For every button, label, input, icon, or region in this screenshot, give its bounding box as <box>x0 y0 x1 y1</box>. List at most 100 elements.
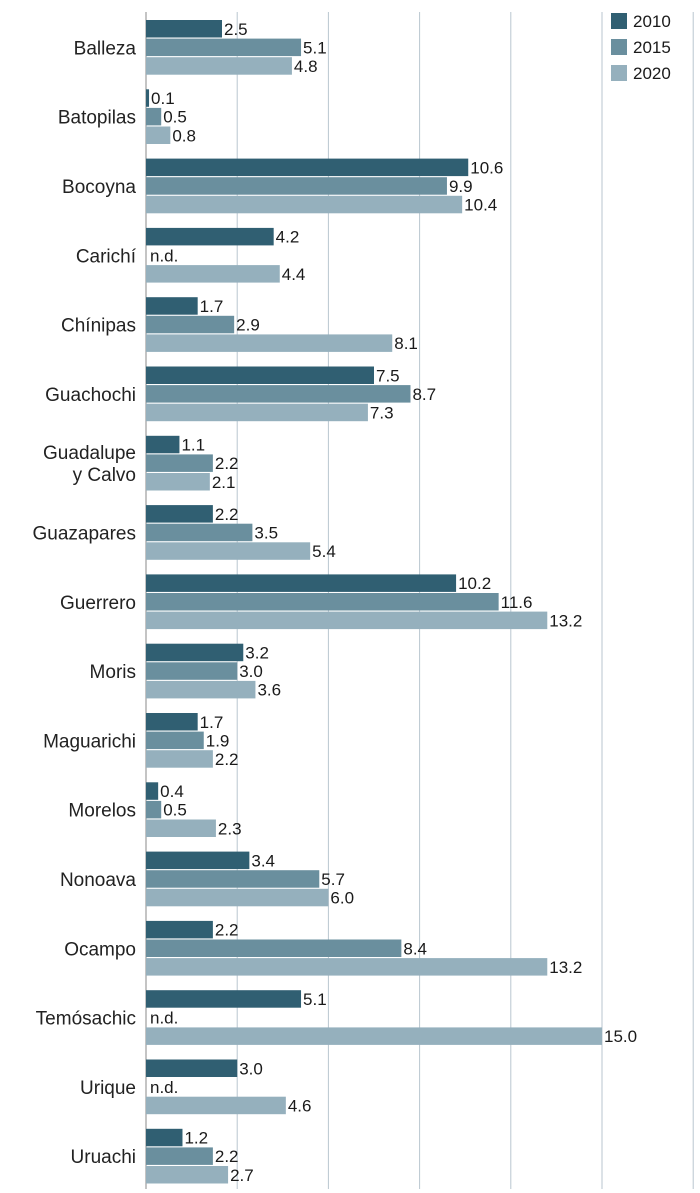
value-label-2020-6: 2.1 <box>212 473 236 492</box>
bar-2020-13 <box>146 958 548 976</box>
value-label-2015-5: 8.7 <box>412 385 436 404</box>
bar-2020-0 <box>146 57 292 75</box>
category-label-2: Bocoyna <box>62 177 136 198</box>
bar-2015-11 <box>146 800 162 819</box>
bar-2015-1 <box>146 107 162 126</box>
value-labels: 2.55.14.80.10.50.810.69.910.44.2n.d.4.41… <box>150 20 637 1185</box>
value-label-2010-16: 1.2 <box>184 1129 208 1148</box>
value-label-2020-1: 0.8 <box>172 126 196 145</box>
bar-2020-2 <box>146 195 463 214</box>
value-label-2020-16: 2.7 <box>230 1166 254 1185</box>
value-label-2020-10: 2.2 <box>215 750 239 769</box>
bar-2020-11 <box>146 819 216 837</box>
bar-2020-12 <box>146 888 329 907</box>
bar-2010-8 <box>146 574 457 592</box>
bar-2015-16 <box>146 1147 213 1165</box>
value-label-2015-0: 5.1 <box>303 38 327 57</box>
bar-2020-14 <box>146 1027 602 1045</box>
value-label-2020-13: 13.2 <box>549 958 582 977</box>
bar-2015-13 <box>146 939 402 957</box>
category-label-1: Batopilas <box>58 108 136 129</box>
bar-2010-14 <box>146 990 302 1008</box>
category-label-14: Temósachic <box>36 1009 136 1030</box>
value-label-2015-12: 5.7 <box>321 870 345 889</box>
category-label-6-0: Guadalupe <box>43 443 136 464</box>
bar-2020-9 <box>146 680 256 699</box>
bar-2020-4 <box>146 334 393 352</box>
value-label-2010-15: 3.0 <box>239 1059 263 1078</box>
bar-2010-7 <box>146 505 213 523</box>
value-label-2010-13: 2.2 <box>215 921 239 940</box>
bar-2010-13 <box>146 920 213 939</box>
value-label-2020-4: 8.1 <box>394 334 418 353</box>
legend-swatch-2020 <box>611 65 627 81</box>
value-label-2010-9: 3.2 <box>245 643 269 662</box>
bar-2010-2 <box>146 158 469 177</box>
bar-2010-4 <box>146 297 198 315</box>
bar-2015-7 <box>146 523 253 542</box>
bar-2020-5 <box>146 403 368 422</box>
legend-swatch-2015 <box>611 39 627 55</box>
value-label-2020-8: 13.2 <box>549 611 582 630</box>
category-label-0: Balleza <box>74 38 137 59</box>
value-label-2020-0: 4.8 <box>294 57 318 76</box>
value-label-2015-11: 0.5 <box>163 801 187 820</box>
value-label-2010-5: 7.5 <box>376 366 400 385</box>
value-label-2015-3: n.d. <box>150 246 178 265</box>
value-label-2010-2: 10.6 <box>470 158 503 177</box>
value-label-2015-15: n.d. <box>150 1078 178 1097</box>
value-label-2020-7: 5.4 <box>312 542 336 561</box>
bar-2015-0 <box>146 38 302 57</box>
value-label-2010-14: 5.1 <box>303 990 327 1009</box>
legend-label-2020: 2020 <box>633 64 671 83</box>
bar-2010-3 <box>146 227 274 246</box>
value-label-2015-6: 2.2 <box>215 454 239 473</box>
value-label-2010-6: 1.1 <box>181 436 205 455</box>
category-labels: Balleza Batopilas Bocoyna Carichí Chínipas Gu… <box>32 38 136 1168</box>
bar-2010-1 <box>146 89 150 107</box>
value-label-2010-0: 2.5 <box>224 20 248 39</box>
category-label-6-1: y Calvo <box>73 465 136 486</box>
bar-2010-0 <box>146 20 222 38</box>
category-label-13: Ocampo <box>64 939 136 960</box>
category-label-5: Guachochi <box>45 385 136 406</box>
bar-2015-9 <box>146 662 238 680</box>
value-label-2015-2: 9.9 <box>449 177 473 196</box>
bar-2020-16 <box>146 1166 229 1184</box>
bar-2015-4 <box>146 315 235 334</box>
bar-marks <box>146 20 602 1184</box>
bar-2010-16 <box>146 1128 183 1147</box>
value-label-2015-7: 3.5 <box>254 523 278 542</box>
value-label-2015-16: 2.2 <box>215 1147 239 1166</box>
bar-2020-10 <box>146 750 213 768</box>
bar-2010-12 <box>146 851 250 870</box>
bar-2010-10 <box>146 713 198 731</box>
bar-2020-15 <box>146 1096 286 1115</box>
bar-2010-11 <box>146 782 159 800</box>
bar-2015-6 <box>146 454 213 472</box>
bar-2010-15 <box>146 1059 238 1077</box>
bar-2010-6 <box>146 435 180 454</box>
value-label-2010-11: 0.4 <box>160 782 184 801</box>
value-label-2015-13: 8.4 <box>403 939 427 958</box>
category-label-3: Carichí <box>76 246 137 267</box>
value-label-2020-9: 3.6 <box>257 681 281 700</box>
bar-2010-9 <box>146 643 244 662</box>
value-label-2015-14: n.d. <box>150 1009 178 1028</box>
value-label-2020-5: 7.3 <box>370 403 394 422</box>
value-label-2010-10: 1.7 <box>200 713 224 732</box>
bar-2015-8 <box>146 593 499 611</box>
category-label-15: Urique <box>80 1078 136 1099</box>
value-label-2015-9: 3.0 <box>239 662 263 681</box>
value-label-2020-11: 2.3 <box>218 819 242 838</box>
value-label-2010-1: 0.1 <box>151 89 175 108</box>
bar-2015-5 <box>146 385 411 403</box>
value-label-2010-8: 10.2 <box>458 574 491 593</box>
category-label-4: Chínipas <box>61 316 136 337</box>
bar-2020-7 <box>146 542 311 560</box>
bar-2015-2 <box>146 177 447 195</box>
value-label-2015-1: 0.5 <box>163 108 187 127</box>
legend-swatch-2010 <box>611 13 627 29</box>
value-label-2015-10: 1.9 <box>206 731 230 750</box>
